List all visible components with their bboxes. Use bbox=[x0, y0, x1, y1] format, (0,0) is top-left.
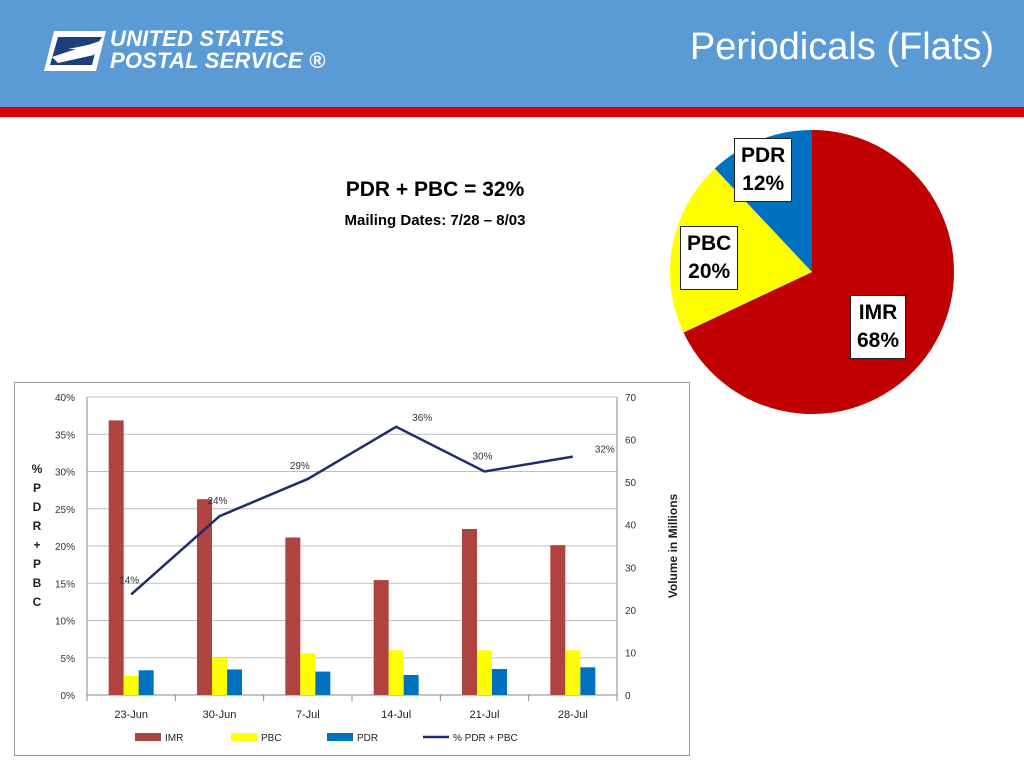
line-data-label: 30% bbox=[472, 452, 492, 463]
line-data-label: 36% bbox=[412, 413, 432, 424]
bar-imr bbox=[550, 545, 566, 695]
accent-bar bbox=[0, 107, 1024, 117]
legend-label: % PDR + PBC bbox=[453, 733, 518, 744]
bar-pbc bbox=[300, 653, 316, 695]
x-tick-label: 30-Jun bbox=[203, 709, 237, 721]
y-right-tick-label: 60 bbox=[625, 436, 637, 447]
bar-pbc bbox=[565, 650, 581, 695]
y-left-tick-label: 15% bbox=[55, 579, 75, 590]
summary-block: PDR + PBC = 32% Mailing Dates: 7/28 – 8/… bbox=[260, 178, 610, 229]
pie-label-imr: IMR 68% bbox=[850, 295, 907, 359]
bar-pdr bbox=[580, 667, 596, 695]
summary-headline: PDR + PBC = 32% bbox=[345, 178, 525, 201]
line-pdr-pbc bbox=[130, 425, 574, 596]
y-left-tick-label: 0% bbox=[61, 691, 76, 702]
y-left-axis-title-char: D bbox=[33, 500, 42, 514]
pie-label-line: 12% bbox=[742, 172, 785, 195]
bar-pdr bbox=[315, 671, 331, 695]
y-left-tick-label: 20% bbox=[55, 542, 75, 553]
legend-label: IMR bbox=[165, 733, 183, 744]
slide-title: Periodicals (Flats) bbox=[689, 26, 994, 68]
y-left-tick-label: 5% bbox=[61, 654, 76, 665]
usps-eagle-logo-icon bbox=[44, 31, 106, 71]
y-right-tick-label: 40 bbox=[625, 521, 637, 532]
logo-line-2: POSTAL SERVICE ® bbox=[110, 48, 326, 73]
legend-label: PBC bbox=[261, 733, 282, 744]
y-right-tick-label: 0 bbox=[625, 691, 631, 702]
x-tick-label: 28-Jul bbox=[558, 709, 588, 721]
y-right-axis-title: Volume in Millions bbox=[666, 493, 680, 598]
y-left-tick-label: 35% bbox=[55, 430, 75, 441]
pie-label-line: 68% bbox=[857, 329, 900, 352]
bar-imr bbox=[462, 528, 477, 695]
bar-pdr bbox=[138, 670, 154, 695]
y-left-axis-title-char: R bbox=[33, 519, 42, 533]
y-left-tick-label: 40% bbox=[55, 393, 75, 404]
bar-pdr bbox=[227, 669, 242, 695]
pie-label-pdr: PDR 12% bbox=[734, 138, 793, 202]
bar-pbc bbox=[123, 675, 139, 695]
y-right-tick-label: 30 bbox=[625, 563, 637, 574]
bar-imr bbox=[197, 499, 212, 695]
bar-pbc bbox=[212, 657, 227, 695]
x-tick-label: 21-Jul bbox=[470, 709, 500, 721]
pie-label-line: 20% bbox=[688, 260, 731, 283]
legend-swatch-imr bbox=[135, 733, 161, 741]
y-right-tick-label: 70 bbox=[625, 393, 637, 404]
usps-logo-text: UNITED STATES POSTAL SERVICE ® bbox=[110, 28, 325, 72]
y-left-tick-label: 30% bbox=[55, 468, 75, 479]
pie-chart: PDR 12% PBC 20% IMR 68% bbox=[660, 122, 970, 422]
line-data-label: 32% bbox=[595, 445, 615, 456]
y-left-axis-title-char: + bbox=[33, 538, 40, 552]
pie-slice-pbc bbox=[670, 168, 812, 333]
pie-label-pbc: PBC 20% bbox=[680, 226, 739, 290]
legend-swatch-pdr bbox=[327, 733, 353, 741]
x-tick-label: 7-Jul bbox=[296, 709, 320, 721]
header-banner bbox=[0, 0, 1024, 107]
x-tick-label: 23-Jun bbox=[114, 709, 148, 721]
bar-imr bbox=[285, 537, 301, 695]
line-data-label: 29% bbox=[290, 461, 310, 472]
pie-label-line: IMR bbox=[858, 301, 898, 324]
logo-line-1: UNITED STATES bbox=[110, 26, 285, 51]
y-left-axis-title-char: C bbox=[33, 595, 42, 609]
legend-swatch-pbc bbox=[231, 733, 257, 741]
line-data-label: 14% bbox=[119, 575, 139, 586]
combo-chart-svg: 0% 5% 10% 15% 20% 25% 30% 35% 40% 0 10 20 30 40 50 60 70… bbox=[32, 393, 680, 744]
y-left-axis-title-char: P bbox=[33, 481, 41, 495]
x-tick-label: 14-Jul bbox=[381, 709, 411, 721]
legend-label: PDR bbox=[357, 733, 378, 744]
y-left-axis-title-char: % bbox=[32, 462, 43, 476]
y-left-tick-label: 10% bbox=[55, 617, 75, 628]
bar-imr bbox=[373, 580, 389, 695]
y-right-tick-label: 20 bbox=[625, 606, 637, 617]
bar-imr bbox=[108, 420, 124, 695]
pie-label-line: PDR bbox=[741, 144, 786, 167]
bar-pbc bbox=[388, 650, 404, 695]
y-left-axis-title-char: B bbox=[33, 576, 42, 590]
line-data-label: 24% bbox=[207, 496, 227, 507]
bar-pdr bbox=[492, 669, 507, 695]
combo-chart: 0% 5% 10% 15% 20% 25% 30% 35% 40% 0 10 20 30 40 50 60 70… bbox=[14, 382, 690, 756]
y-right-tick-label: 50 bbox=[625, 478, 637, 489]
mailing-dates: Mailing Dates: 7/28 – 8/03 bbox=[344, 212, 526, 229]
pie-label-line: PBC bbox=[687, 232, 732, 255]
bar-pbc bbox=[477, 650, 492, 695]
bar-pdr bbox=[403, 674, 419, 695]
y-right-tick-label: 10 bbox=[625, 648, 637, 659]
y-left-axis-title-char: P bbox=[33, 557, 41, 571]
y-left-tick-label: 25% bbox=[55, 505, 75, 516]
